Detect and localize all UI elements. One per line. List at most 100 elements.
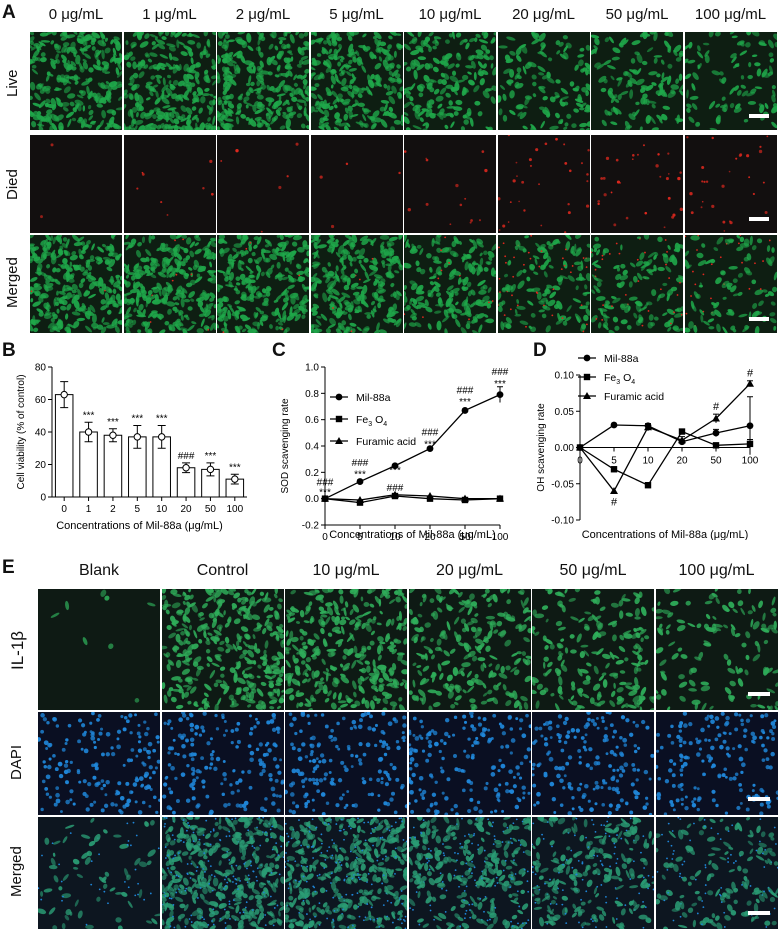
cell-mark (662, 253, 668, 258)
cell-mark (736, 40, 745, 46)
cell-mark (237, 605, 246, 611)
nucleus-mark (212, 766, 218, 772)
cell-mark (544, 638, 553, 645)
cell-mark (206, 656, 213, 663)
cell-mark (502, 611, 509, 620)
nucleus-mark (46, 720, 50, 725)
cell-mark (242, 686, 249, 692)
cell-mark (318, 619, 326, 628)
nucleus-mark (141, 761, 145, 765)
cell-mark (182, 657, 192, 663)
cell-mark (311, 272, 317, 279)
cell-mark (226, 618, 231, 623)
cell-mark (241, 278, 249, 286)
cell-mark (275, 633, 279, 640)
cell-mark (259, 60, 264, 68)
cell-mark (362, 611, 372, 616)
cell-mark (182, 73, 189, 83)
cell-mark (502, 684, 507, 691)
cell-mark (261, 288, 267, 294)
cell-mark (515, 175, 518, 177)
cell-mark (586, 662, 592, 667)
cell-mark (586, 69, 590, 75)
cell-mark (647, 321, 654, 329)
cell-mark (728, 87, 735, 95)
cell-mark (113, 39, 120, 46)
cell-mark (123, 293, 127, 302)
cell-mark (483, 266, 489, 272)
cell-mark (715, 597, 720, 605)
cell-mark (86, 85, 90, 96)
cell-mark (254, 116, 262, 121)
cell-mark (387, 264, 392, 272)
nucleus-mark (93, 800, 97, 804)
cell-mark (316, 53, 321, 57)
cell-mark (346, 32, 352, 37)
cell-mark (256, 72, 264, 78)
cell-mark (119, 275, 122, 281)
cell-mark (217, 126, 220, 130)
cell-mark (321, 658, 326, 665)
cell-mark (381, 48, 389, 54)
cell-mark (402, 626, 407, 631)
cell-mark (268, 43, 274, 50)
cell-mark (419, 697, 423, 702)
nucleus-mark (117, 781, 122, 786)
cell-mark (125, 306, 131, 315)
cell-mark (360, 65, 366, 73)
cell-mark (163, 320, 169, 326)
cell-mark (298, 59, 304, 65)
cell-mark (538, 309, 545, 313)
cell-mark (569, 271, 572, 274)
cell-mark (199, 96, 206, 104)
cell-mark (444, 328, 448, 333)
cell-mark (419, 117, 424, 122)
cell-mark (206, 663, 210, 667)
cell-mark (361, 114, 366, 122)
cell-mark (564, 647, 569, 654)
cell-mark (611, 305, 613, 308)
cell-mark (190, 273, 192, 276)
cell-mark (31, 64, 37, 69)
cell-mark (347, 59, 353, 65)
cell-mark (471, 655, 477, 662)
cell-mark (181, 238, 184, 241)
significance-label: *** (424, 439, 436, 450)
cell-mark (315, 680, 325, 685)
cell-mark (310, 60, 321, 66)
cell-mark (276, 688, 280, 697)
cell-mark (418, 92, 424, 98)
cell-mark (536, 291, 542, 300)
cell-mark (205, 648, 210, 654)
cell-mark (400, 622, 407, 627)
cell-mark (177, 41, 185, 46)
cell-mark (537, 265, 540, 268)
cell-mark (480, 44, 488, 51)
cell-mark (449, 223, 452, 226)
cell-mark (618, 646, 626, 653)
cell-mark (115, 293, 121, 301)
cell-mark (226, 275, 232, 280)
x-tick-label: 10 (642, 456, 654, 467)
cell-mark (310, 32, 315, 36)
cell-mark (276, 603, 282, 610)
y-tick-label: -0.2 (302, 521, 320, 532)
bar (103, 434, 123, 498)
cell-mark (549, 643, 555, 650)
cell-mark (616, 267, 621, 272)
cell-mark (461, 286, 466, 290)
cell-mark (166, 285, 170, 293)
cell-mark (580, 260, 583, 270)
cell-mark (338, 122, 348, 127)
nucleus-mark (234, 780, 239, 785)
cell-mark (279, 40, 283, 45)
cell-mark (610, 602, 619, 608)
cell-mark (275, 318, 280, 323)
cell-mark (580, 644, 589, 648)
cell-mark (179, 117, 188, 122)
panel-d-label: D (533, 340, 547, 361)
cell-mark (483, 314, 489, 318)
cell-mark (389, 641, 395, 646)
x-tick-label: 10 (389, 532, 401, 540)
nucleus-mark (69, 798, 73, 802)
